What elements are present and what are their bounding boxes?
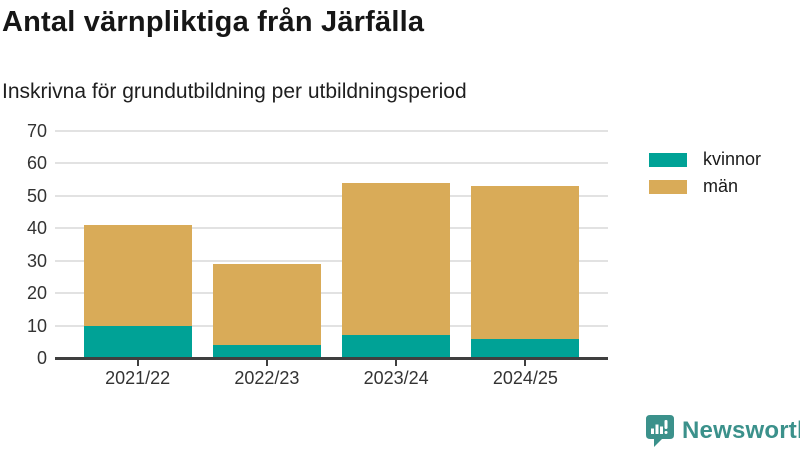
x-axis-tick bbox=[136, 360, 139, 366]
gridline-20 bbox=[55, 292, 608, 295]
newsworthy-speech-bubble-icon bbox=[646, 415, 674, 447]
brand-logo: Newsworthy bbox=[644, 414, 800, 448]
x-axis-line bbox=[55, 357, 608, 360]
legend-swatch-kvinnor bbox=[649, 152, 687, 167]
x-axis-tick bbox=[395, 360, 398, 366]
x-axis-tick bbox=[265, 360, 268, 366]
bar-segment-män bbox=[342, 182, 451, 336]
x-axis-label: 2021/22 bbox=[105, 368, 171, 388]
y-axis-label: 40 bbox=[26, 218, 47, 239]
gridline-50 bbox=[55, 194, 608, 197]
bar-segment-kvinnor bbox=[342, 335, 451, 358]
y-axis-label: 50 bbox=[26, 185, 47, 206]
legend-label-män: män bbox=[703, 176, 739, 196]
legend-label-kvinnor: kvinnor bbox=[703, 149, 762, 169]
bar-segment-män bbox=[83, 225, 192, 326]
gridline-30 bbox=[55, 259, 608, 262]
x-axis-tick bbox=[524, 360, 527, 366]
bar-segment-kvinnor bbox=[471, 338, 580, 358]
chart-legend: kvinnor män bbox=[649, 146, 761, 200]
bar-segment-kvinnor bbox=[83, 325, 192, 358]
y-axis-label: 70 bbox=[26, 121, 47, 141]
y-axis-label: 10 bbox=[26, 315, 47, 336]
y-axis-label: 0 bbox=[36, 348, 47, 368]
legend-item-kvinnor: kvinnor bbox=[649, 146, 761, 173]
y-axis-label: 60 bbox=[26, 153, 47, 174]
x-axis-label: 2022/23 bbox=[234, 368, 300, 388]
y-axis-label: 30 bbox=[26, 250, 47, 271]
chart-subtitle: Inskrivna för grundutbildning per utbild… bbox=[2, 80, 467, 103]
bar-segment-män bbox=[471, 186, 580, 339]
x-axis-label: 2023/24 bbox=[363, 368, 429, 388]
gridline-60 bbox=[55, 162, 608, 165]
brand-name: Newsworthy bbox=[682, 417, 800, 444]
gridline-70 bbox=[55, 130, 608, 132]
legend-item-män: män bbox=[649, 173, 761, 200]
y-axis-label: 20 bbox=[26, 283, 47, 304]
gridline-40 bbox=[55, 227, 608, 230]
bar-segment-kvinnor bbox=[212, 345, 321, 358]
chart-title: Antal värnpliktiga från Järfälla bbox=[2, 6, 425, 38]
gridline-10 bbox=[55, 324, 608, 327]
bar-segment-män bbox=[212, 263, 321, 346]
legend-swatch-män bbox=[649, 179, 687, 194]
x-axis-label: 2024/25 bbox=[492, 368, 558, 388]
